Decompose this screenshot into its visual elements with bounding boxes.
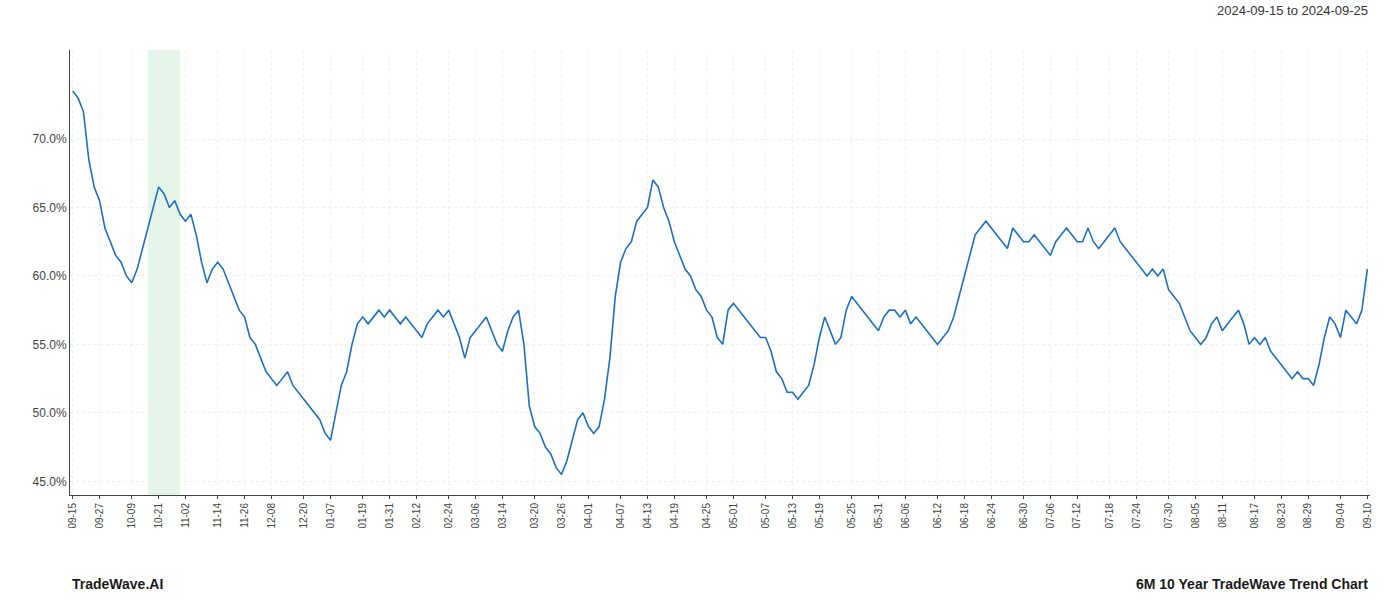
svg-text:09-27: 09-27 (94, 503, 105, 529)
svg-text:05-13: 05-13 (787, 503, 798, 529)
svg-text:07-18: 07-18 (1104, 503, 1115, 529)
svg-text:11-14: 11-14 (212, 503, 223, 528)
svg-text:04-13: 04-13 (642, 503, 653, 529)
svg-text:04-25: 04-25 (701, 503, 712, 529)
svg-text:TradeWave.AI: TradeWave.AI (72, 576, 163, 592)
svg-text:07-12: 07-12 (1071, 503, 1082, 529)
svg-text:04-01: 04-01 (583, 503, 594, 529)
svg-text:03-14: 03-14 (497, 503, 508, 529)
svg-text:01-07: 01-07 (325, 503, 336, 529)
svg-text:60.0%: 60.0% (33, 269, 67, 283)
svg-text:05-19: 05-19 (814, 503, 825, 529)
svg-text:05-25: 05-25 (846, 503, 857, 529)
svg-text:03-06: 03-06 (470, 503, 481, 529)
svg-text:03-20: 03-20 (529, 503, 540, 529)
svg-text:07-30: 07-30 (1163, 503, 1174, 529)
svg-text:06-18: 06-18 (959, 503, 970, 529)
svg-text:08-17: 08-17 (1249, 503, 1260, 529)
svg-text:12-20: 12-20 (298, 503, 309, 529)
svg-text:08-05: 08-05 (1190, 503, 1201, 529)
svg-text:6M 10 Year TradeWave Trend Cha: 6M 10 Year TradeWave Trend Chart (1136, 576, 1368, 592)
svg-text:08-29: 08-29 (1302, 503, 1313, 529)
svg-text:01-31: 01-31 (384, 503, 395, 529)
svg-text:06-12: 06-12 (932, 503, 943, 529)
svg-text:65.0%: 65.0% (33, 201, 67, 215)
svg-text:05-07: 05-07 (760, 503, 771, 529)
svg-text:07-24: 07-24 (1131, 503, 1142, 529)
svg-text:55.0%: 55.0% (33, 338, 67, 352)
svg-text:10-21: 10-21 (153, 503, 164, 529)
svg-text:50.0%: 50.0% (33, 406, 67, 420)
svg-text:05-31: 05-31 (873, 503, 884, 529)
svg-text:06-30: 06-30 (1018, 503, 1029, 529)
svg-text:08-23: 08-23 (1276, 503, 1287, 529)
svg-text:11-26: 11-26 (239, 503, 250, 528)
svg-text:06-06: 06-06 (900, 503, 911, 529)
svg-text:09-04: 09-04 (1335, 503, 1346, 529)
svg-text:12-08: 12-08 (266, 503, 277, 529)
svg-text:02-24: 02-24 (443, 503, 454, 529)
svg-text:02-12: 02-12 (411, 503, 422, 529)
svg-text:10-09: 10-09 (126, 503, 137, 529)
svg-text:07-06: 07-06 (1045, 503, 1056, 529)
svg-text:11-02: 11-02 (180, 503, 191, 528)
svg-text:09-10: 09-10 (1362, 503, 1373, 529)
svg-text:70.0%: 70.0% (33, 132, 67, 146)
svg-text:2024-09-15 to 2024-09-25: 2024-09-15 to 2024-09-25 (1217, 3, 1368, 18)
svg-text:04-07: 04-07 (615, 503, 626, 529)
svg-text:45.0%: 45.0% (33, 475, 67, 489)
svg-text:05-01: 05-01 (728, 503, 739, 529)
svg-text:09-15: 09-15 (67, 503, 78, 529)
svg-text:08-11: 08-11 (1217, 503, 1228, 528)
svg-text:03-26: 03-26 (556, 503, 567, 529)
svg-text:01-19: 01-19 (357, 503, 368, 529)
svg-text:04-19: 04-19 (669, 503, 680, 529)
svg-text:06-24: 06-24 (986, 503, 997, 529)
